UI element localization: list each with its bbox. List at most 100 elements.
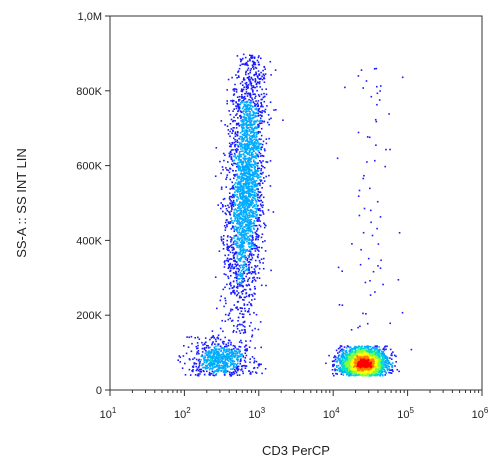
data-point: [236, 368, 238, 370]
data-point: [262, 171, 264, 174]
data-point: [191, 342, 193, 345]
data-point: [223, 361, 226, 363]
data-point: [253, 298, 256, 300]
data-point: [219, 160, 221, 163]
data-point: [255, 108, 258, 111]
data-point: [240, 310, 243, 312]
data-point: [235, 234, 237, 237]
data-point: [227, 344, 230, 347]
data-point: [343, 357, 346, 360]
data-point: [227, 245, 230, 248]
data-point: [259, 261, 261, 264]
data-point: [244, 166, 247, 169]
data-point: [251, 127, 253, 129]
data-point: [212, 357, 214, 359]
data-point: [245, 295, 248, 298]
data-point: [240, 197, 243, 199]
data-point: [251, 56, 254, 58]
data-point: [234, 213, 237, 215]
data-point: [244, 236, 246, 239]
data-point: [245, 200, 247, 202]
data-point: [237, 145, 239, 147]
data-point: [233, 215, 235, 217]
data-point: [227, 204, 229, 207]
data-point: [252, 164, 255, 166]
data-point: [254, 97, 256, 99]
data-point: [260, 194, 263, 196]
data-point: [234, 355, 237, 357]
data-point: [383, 353, 386, 356]
data-point: [205, 366, 207, 369]
data-point: [246, 236, 249, 239]
data-point: [236, 363, 238, 366]
data-point: [262, 73, 265, 76]
data-point: [232, 286, 234, 289]
data-point: [249, 226, 251, 228]
data-point: [230, 352, 232, 354]
data-point: [249, 204, 251, 206]
data-point: [334, 355, 336, 357]
data-point: [246, 238, 248, 241]
data-point: [205, 354, 208, 356]
data-point: [203, 366, 205, 369]
data-point: [236, 255, 239, 257]
data-point: [201, 351, 204, 353]
data-point: [247, 278, 250, 281]
data-point: [245, 292, 247, 295]
data-point: [244, 208, 247, 210]
data-point: [236, 306, 238, 308]
data-point: [202, 366, 204, 369]
data-point: [259, 119, 262, 122]
data-point: [243, 235, 246, 238]
data-point: [260, 146, 263, 149]
data-point: [242, 285, 244, 288]
data-point: [234, 239, 236, 242]
data-point: [377, 371, 380, 374]
data-point: [241, 370, 244, 373]
data-point: [238, 158, 241, 161]
data-point: [252, 86, 255, 88]
data-point: [237, 164, 240, 167]
data-point: [239, 98, 241, 101]
data-point: [254, 86, 256, 89]
data-point: [255, 230, 258, 232]
data-point: [245, 136, 248, 139]
data-point: [241, 195, 243, 198]
data-point: [251, 186, 253, 189]
data-point: [251, 97, 253, 99]
data-point: [232, 353, 235, 355]
data-point: [242, 107, 244, 110]
data-point: [198, 358, 200, 361]
data-point: [234, 363, 237, 365]
data-point: [248, 145, 250, 148]
data-point: [242, 260, 245, 263]
data-point: [246, 304, 249, 306]
data-point: [239, 222, 241, 224]
data-point: [245, 275, 247, 278]
data-point: [245, 148, 247, 150]
data-point: [236, 143, 238, 146]
data-point: [211, 349, 214, 351]
data-point: [248, 219, 250, 222]
data-point: [251, 211, 253, 213]
data-point: [251, 156, 253, 159]
data-point: [226, 125, 229, 127]
data-point: [234, 293, 236, 295]
data-point: [247, 118, 250, 120]
data-point: [251, 117, 254, 120]
data-point: [248, 224, 251, 227]
data-point: [237, 197, 240, 200]
data-point: [258, 145, 260, 147]
data-point: [222, 238, 225, 240]
data-point: [260, 168, 263, 170]
data-point: [237, 348, 239, 350]
data-point: [252, 153, 254, 156]
data-point: [251, 334, 254, 336]
data-point: [242, 219, 245, 222]
data-point: [235, 265, 237, 268]
data-point: [375, 349, 377, 352]
data-point: [239, 201, 242, 204]
data-point: [230, 373, 232, 375]
data-point: [234, 133, 236, 135]
